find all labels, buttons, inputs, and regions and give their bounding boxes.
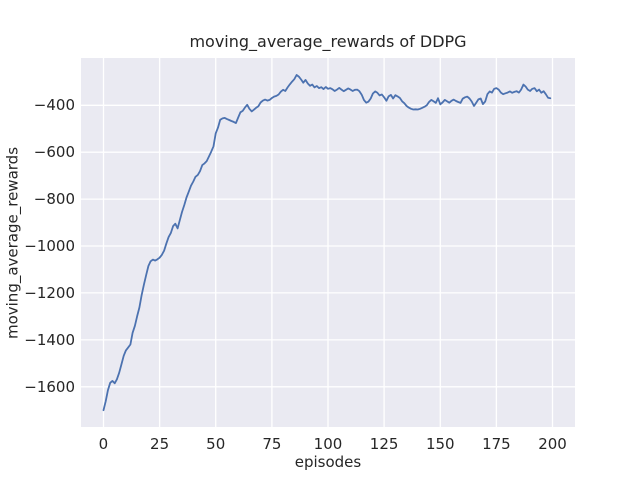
x-tick-label: 25 bbox=[150, 435, 170, 453]
x-tick-label: 125 bbox=[369, 435, 399, 453]
gridlines bbox=[81, 58, 575, 427]
chart-title: moving_average_rewards of DDPG bbox=[189, 32, 467, 51]
x-tick-label: 100 bbox=[313, 435, 343, 453]
reward-line bbox=[102, 74, 552, 412]
x-axis-label: episodes bbox=[294, 453, 362, 471]
x-tick-label: 200 bbox=[538, 435, 567, 453]
x-tick-label: 175 bbox=[482, 435, 511, 453]
y-tick-label: −800 bbox=[33, 190, 75, 209]
plot-svg bbox=[81, 58, 575, 427]
x-tick-label: 50 bbox=[206, 435, 226, 453]
y-tick-label: −400 bbox=[33, 96, 75, 115]
x-tick-label: 0 bbox=[98, 435, 109, 453]
y-tick-label: −1600 bbox=[24, 377, 75, 396]
plot-area bbox=[81, 58, 575, 427]
y-tick-label: −600 bbox=[33, 143, 75, 162]
y-tick-label: −1000 bbox=[24, 237, 75, 256]
x-tick-label: 150 bbox=[425, 435, 455, 453]
y-tick-label: −1200 bbox=[24, 283, 75, 302]
x-tick-label: 75 bbox=[262, 435, 282, 453]
y-tick-label: −1400 bbox=[24, 330, 75, 349]
